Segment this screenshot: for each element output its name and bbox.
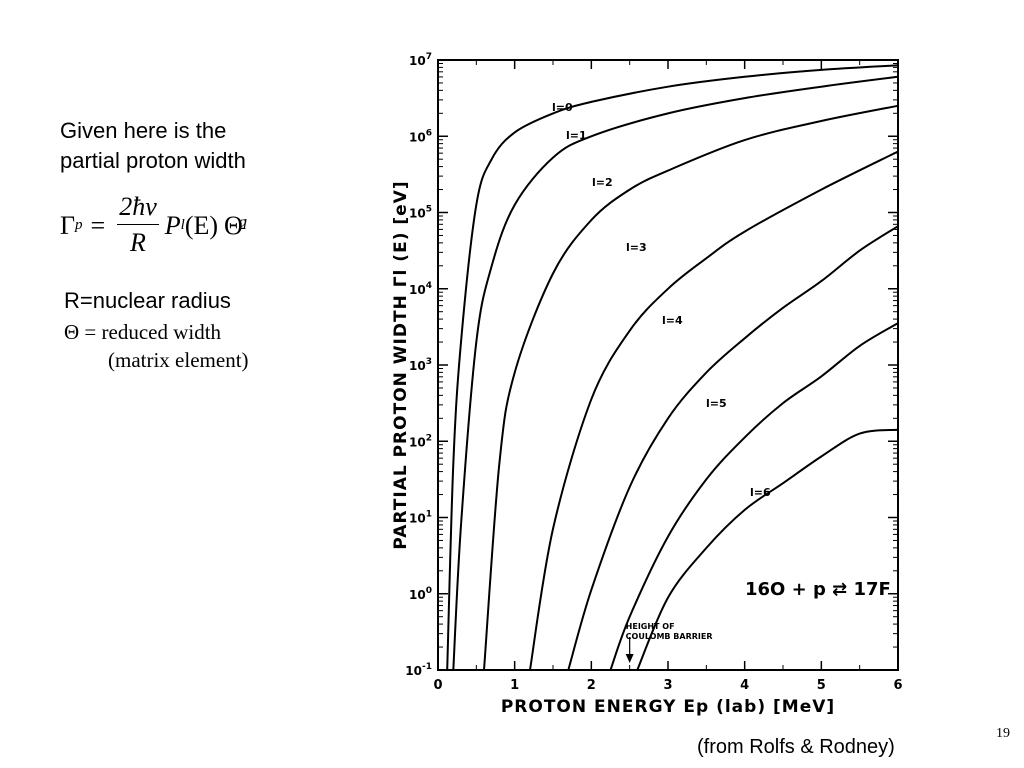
- x-axis-label: PROTON ENERGY Ep (lab) [MeV]: [501, 697, 835, 717]
- curve-l=3: [529, 150, 899, 671]
- y-axis-label: PARTIAL PROTON WIDTH Γl (E) [eV]: [391, 180, 411, 549]
- formula-theta-sub: l: [242, 217, 247, 233]
- formula-p: P: [164, 210, 181, 240]
- formula-equals: =: [90, 210, 106, 240]
- proton-width-chart: 0 1 2 3 4 5 6 10-1 100 101 102 103 104 105 106 107 l=0…: [391, 52, 903, 717]
- page-number: 19: [996, 726, 1010, 741]
- x-tick-label-4: 4: [740, 678, 749, 693]
- formula-gamma-sub: p: [75, 217, 83, 233]
- curve-label-l=4: l=4: [662, 314, 683, 327]
- y-ticks: 10-1 100 101 102 103 104 105 106 107: [405, 52, 898, 678]
- curve-l=2: [483, 104, 899, 671]
- curve-labels: l=0 l=1 l=2 l=3 l=4 l=5 l=6: [552, 101, 771, 499]
- source-citation: (from Rolfs & Rodney): [697, 736, 895, 758]
- y-tick-label-105: 105: [409, 205, 432, 221]
- theta-definition: Θ = reduced width (matrix element): [64, 318, 249, 374]
- intro-line-2: partial proton width: [60, 148, 246, 173]
- x-tick-label-0: 0: [433, 678, 442, 693]
- curve-l=6: [636, 428, 899, 671]
- x-tick-label-2: 2: [587, 678, 596, 693]
- intro-line-1: Given here is the: [60, 118, 227, 143]
- y-tick-label-101: 101: [409, 510, 432, 526]
- y-tick-label-10-1: 10-1: [405, 662, 432, 678]
- barrier-label-line-2: COULOMB BARRIER: [626, 632, 713, 641]
- curve-l=1: [452, 75, 899, 671]
- x-tick-label-1: 1: [510, 678, 519, 693]
- y-tick-label-102: 102: [409, 433, 432, 449]
- formula-arg: (E): [184, 210, 219, 240]
- x-ticks: 0 1 2 3 4 5 6: [433, 60, 903, 693]
- y-tick-label-100: 100: [409, 586, 432, 602]
- y-tick-label-104: 104: [409, 281, 432, 297]
- x-tick-label-5: 5: [817, 678, 826, 693]
- reaction-label: 16O + p ⇄ 17F: [745, 579, 891, 600]
- x-tick-label-3: 3: [663, 678, 672, 693]
- formula-denominator: R: [130, 228, 146, 257]
- x-tick-label-6: 6: [893, 678, 902, 693]
- formula-theta-sup: 2: [238, 217, 247, 233]
- y-tick-label-103: 103: [409, 357, 432, 373]
- curves: [446, 64, 899, 671]
- curve-label-l=5: l=5: [706, 397, 727, 410]
- barrier-arrow-head: [625, 654, 634, 663]
- formula-numerator: 2ħv: [117, 192, 159, 225]
- curve-l=0: [446, 64, 899, 671]
- curve-label-l=3: l=3: [626, 241, 647, 254]
- curve-label-l=6: l=6: [750, 486, 771, 499]
- barrier-label-line-1: HEIGHT OF: [626, 622, 675, 631]
- curve-l=5: [609, 322, 899, 671]
- curve-label-l=1: l=1: [566, 129, 587, 142]
- formula-p-sub: l: [180, 217, 185, 233]
- theta-definition-line-1: Θ = reduced width: [64, 320, 222, 344]
- formula-gamma: Γ: [60, 210, 76, 240]
- y-tick-label-106: 106: [409, 128, 432, 144]
- curve-label-l=0: l=0: [552, 101, 573, 114]
- intro-text: Given here is the partial proton width: [60, 116, 246, 176]
- curve-l=4: [567, 225, 899, 671]
- theta-definition-line-2: (matrix element): [108, 348, 249, 372]
- formula-theta: Θ: [224, 210, 243, 240]
- formula-fraction: 2ħv R: [117, 192, 159, 259]
- r-definition: R=nuclear radius: [64, 288, 231, 313]
- curve-label-l=2: l=2: [592, 176, 613, 189]
- y-tick-label-107: 107: [409, 52, 432, 68]
